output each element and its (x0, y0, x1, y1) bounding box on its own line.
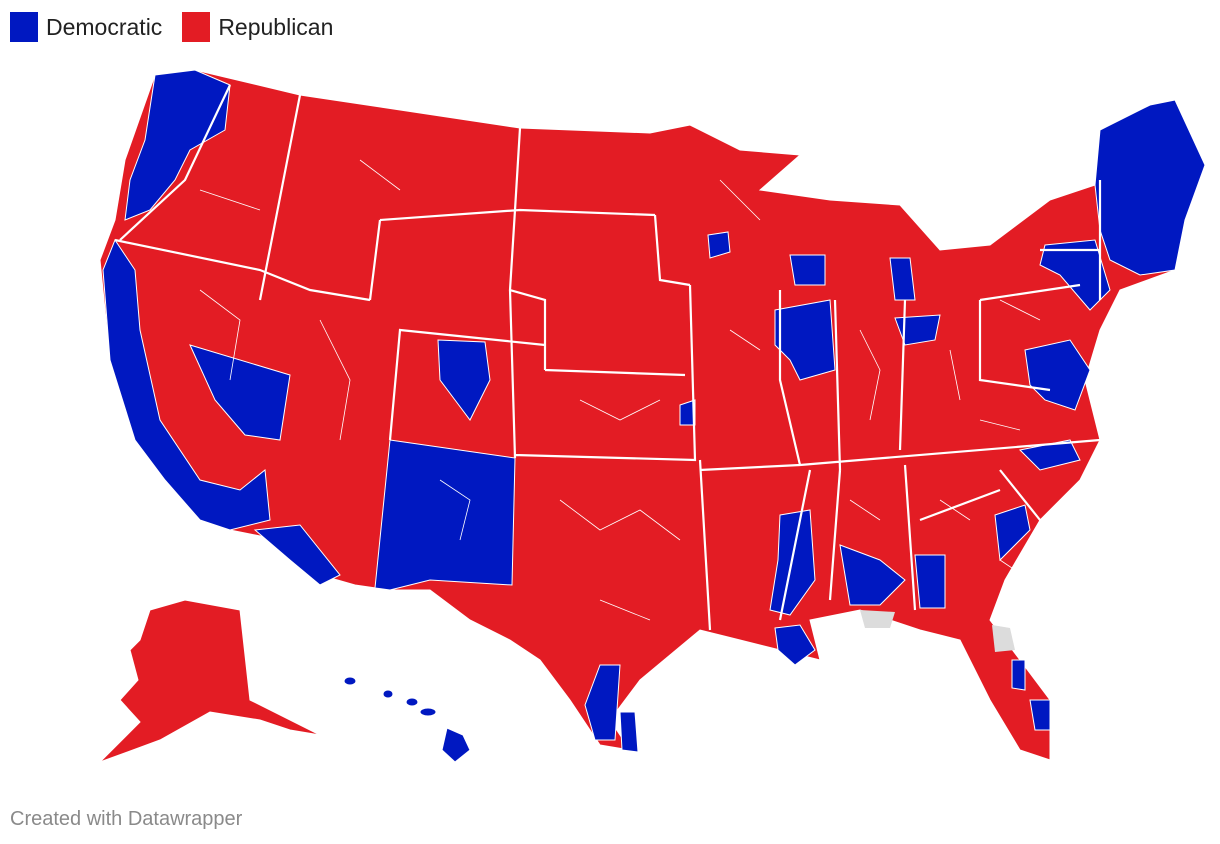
region (994, 504, 1031, 562)
region (102, 238, 271, 531)
region (124, 69, 231, 221)
region (419, 707, 437, 717)
map (99, 69, 1206, 763)
region (1029, 699, 1051, 731)
legend-swatch (182, 12, 211, 42)
region (1039, 239, 1111, 311)
legend-label: Republican (218, 13, 334, 40)
region (382, 689, 394, 699)
region (437, 339, 491, 421)
legend-swatch (10, 12, 38, 42)
region (1024, 339, 1091, 411)
region (914, 554, 946, 609)
no-data-area (992, 625, 1015, 652)
region (374, 439, 516, 591)
region (1094, 99, 1206, 276)
state-border (114, 84, 1102, 631)
region (343, 676, 357, 686)
region (441, 727, 471, 763)
region (839, 544, 906, 606)
region (889, 257, 916, 301)
legend-label: Democratic (46, 13, 163, 40)
region (774, 299, 836, 381)
region (253, 524, 341, 586)
footer: Created with Datawrapper (10, 808, 243, 830)
region (189, 344, 291, 441)
no-data-area (860, 610, 895, 628)
legend-item: Republican (182, 12, 333, 42)
region (99, 599, 321, 763)
region (707, 231, 731, 259)
region (584, 664, 621, 741)
legend-item: Democratic (10, 12, 162, 42)
region (1011, 659, 1026, 691)
region (789, 254, 826, 286)
region (405, 697, 419, 707)
legend: Democratic Republican (10, 12, 333, 42)
district-border (199, 159, 1041, 621)
region (774, 624, 816, 666)
region (619, 711, 639, 753)
region (894, 314, 941, 346)
